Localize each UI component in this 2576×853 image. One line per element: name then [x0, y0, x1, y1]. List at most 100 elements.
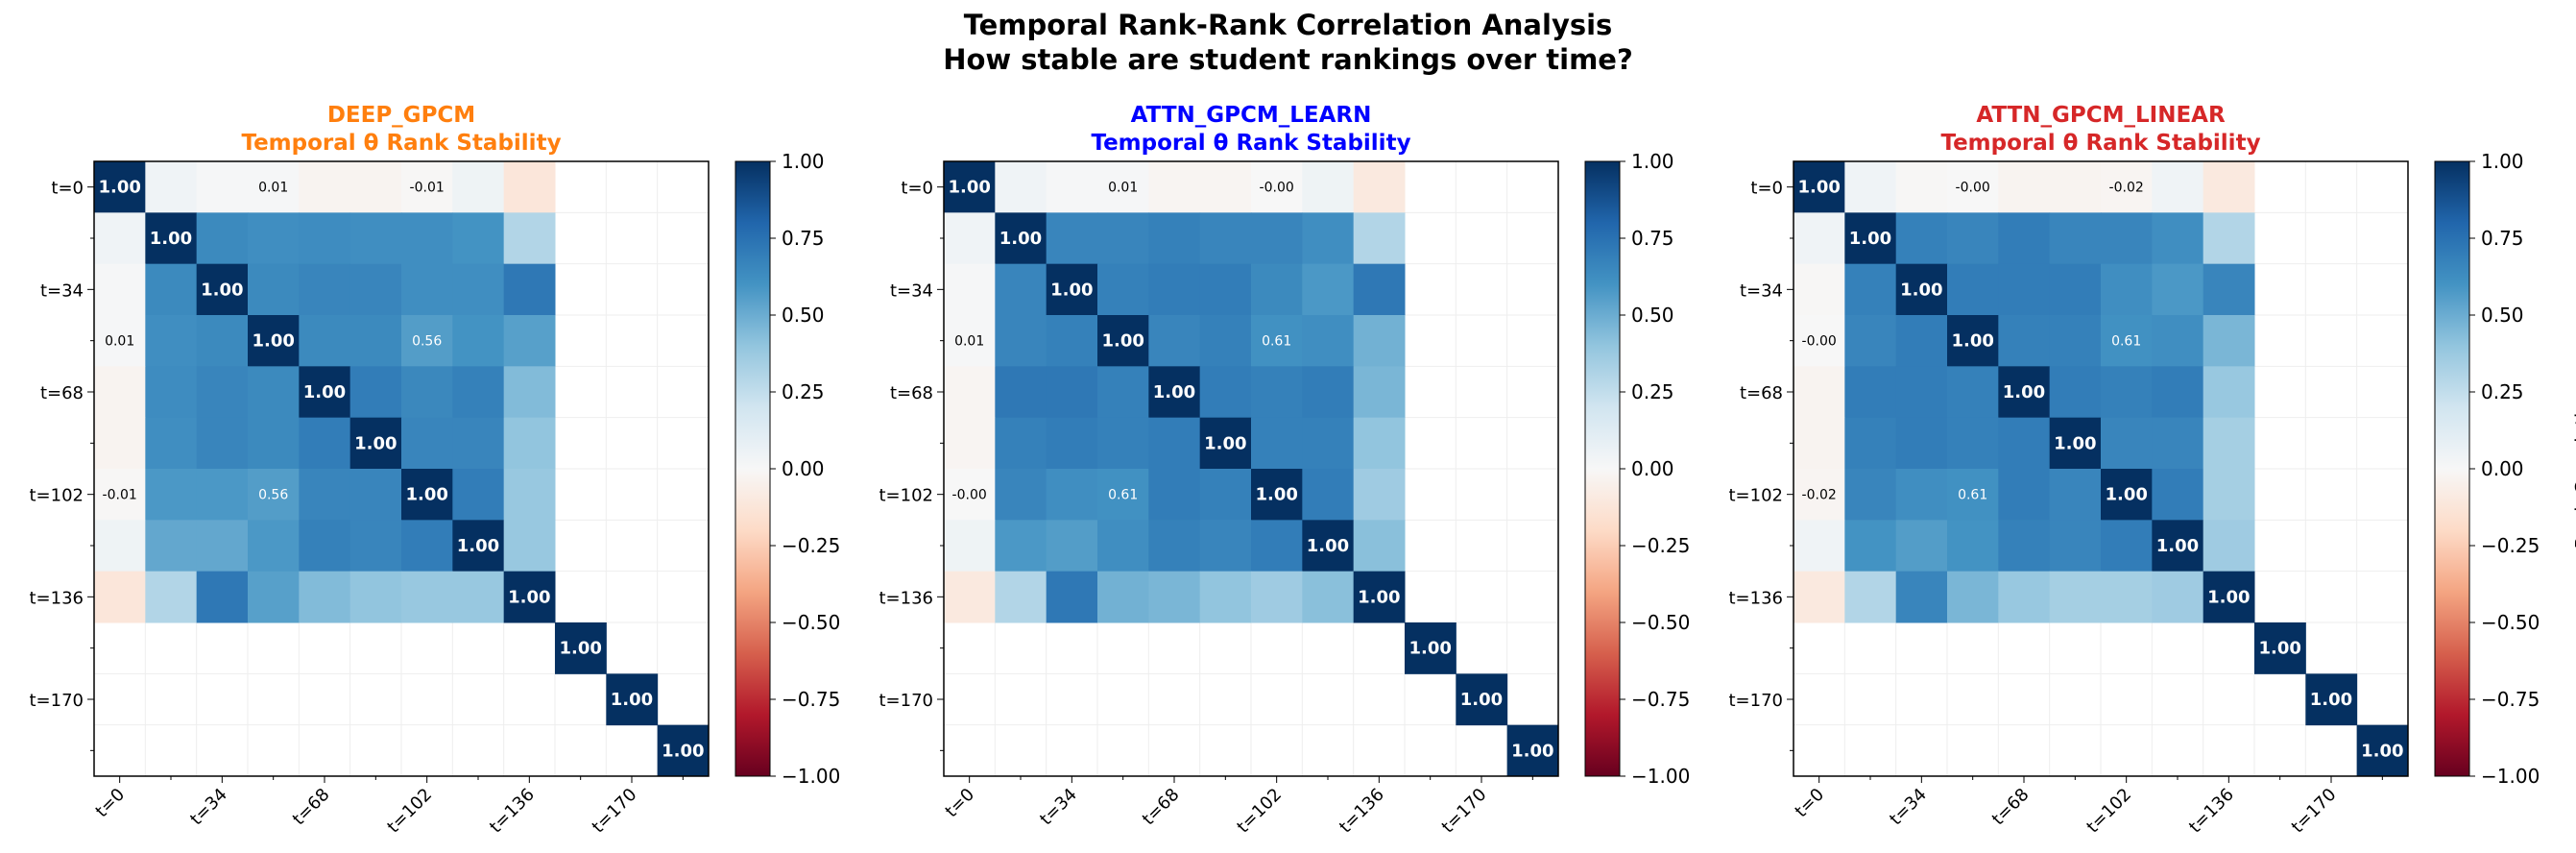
heatmap-cell — [94, 417, 146, 470]
heatmap-cell — [2254, 622, 2306, 674]
heatmap-cell — [2049, 212, 2102, 265]
heatmap-cell — [452, 212, 505, 265]
heatmap-cell — [94, 366, 146, 419]
heatmap-cell — [1199, 469, 1252, 521]
heatmap-cell — [1794, 263, 1845, 316]
heatmap-cell — [2305, 673, 2358, 726]
cell-value-label: 0.61 — [2111, 334, 2141, 350]
heatmap-cell — [1947, 263, 1999, 316]
heatmap-cell — [2152, 366, 2204, 419]
heatmap-cell — [1895, 571, 1948, 623]
colorbar-tick-label: 0.75 — [2481, 227, 2524, 250]
heatmap-cell — [2101, 417, 2153, 470]
colorbar-tick-label: 0.25 — [1631, 380, 1674, 403]
heatmap-cell — [299, 417, 351, 470]
cell-value-label: 1.00 — [2105, 485, 2147, 505]
cell-value-label: 0.01 — [258, 181, 288, 196]
heatmap-cell — [1199, 571, 1252, 623]
colorbar-tick-label: 0.00 — [2481, 457, 2524, 480]
colorbar-tick-label: 0.50 — [1631, 304, 1674, 327]
colorbar-tick-label: −0.50 — [2481, 611, 2540, 634]
cell-value-label: 1.00 — [1050, 280, 1093, 300]
colorbar-tick-label: 0.75 — [1631, 227, 1674, 250]
heatmap-cell — [944, 212, 996, 265]
panel-subtitle: Temporal θ Rank Stability — [1940, 131, 2260, 156]
cell-value-label: -0.00 — [1802, 334, 1837, 350]
cell-value-label: 1.00 — [999, 229, 1042, 249]
heatmap-cell — [1046, 417, 1098, 470]
figure-title: Temporal Rank-Rank Correlation Analysis … — [0, 8, 2576, 77]
heatmap-cell — [503, 212, 556, 265]
heatmap-cell — [1456, 673, 1508, 726]
heatmap-cell — [145, 520, 198, 573]
heatmap-cell — [452, 469, 505, 521]
heatmap-cell — [248, 315, 300, 367]
heatmap-cell — [452, 366, 505, 419]
heatmap-cell — [1844, 366, 1897, 419]
heatmap-cell — [1148, 417, 1201, 470]
cell-value-label: 1.00 — [2361, 741, 2403, 761]
x-tick-label: t=34 — [186, 785, 231, 830]
heatmap-cell — [1947, 212, 1999, 265]
heatmap-cell — [248, 417, 300, 470]
heatmap-cell — [1353, 417, 1406, 470]
heatmap-cell — [452, 571, 505, 623]
heatmap-cell — [1097, 212, 1149, 265]
heatmap-cell — [1097, 571, 1149, 623]
colorbar-tick-label: −0.75 — [1631, 688, 1690, 711]
y-tick-label: t=170 — [30, 691, 84, 711]
colorbar-tick-label: −1.00 — [1631, 765, 1690, 788]
cell-value-label: 1.00 — [354, 433, 397, 453]
heatmap-cell — [1097, 263, 1149, 316]
heatmap-cell — [1251, 571, 1303, 623]
cell-value-label: -0.00 — [1260, 181, 1294, 196]
x-tick-label: t=34 — [1886, 785, 1931, 830]
heatmap-cell — [401, 315, 453, 367]
heatmap-cell — [1794, 417, 1845, 470]
heatmap-cell — [349, 366, 402, 419]
heatmap-cell — [1199, 161, 1252, 213]
heatmap-cell — [2049, 366, 2102, 419]
cell-value-label: 0.01 — [1108, 181, 1138, 196]
heatmap-cell — [2049, 571, 2102, 623]
cell-value-label: 1.00 — [662, 741, 704, 761]
heatmap-cell — [1794, 366, 1845, 419]
panel-subtitle: Temporal θ Rank Stability — [1091, 131, 1410, 156]
plot-frame — [93, 160, 710, 777]
cell-value-label: 0.01 — [105, 334, 134, 350]
heatmap-cell — [1302, 212, 1355, 265]
heatmap-cell — [401, 520, 453, 573]
heatmap-cell — [1251, 315, 1303, 367]
heatmap-cell — [944, 571, 996, 623]
heatmap-cell — [349, 571, 402, 623]
heatmap-cell — [1199, 520, 1252, 573]
colorbar-tick-label: 1.00 — [1631, 150, 1674, 173]
heatmap-cell — [944, 315, 996, 367]
heatmap-cell — [1097, 469, 1149, 521]
cell-value-label: 1.00 — [611, 690, 653, 710]
heatmap-cell — [1998, 212, 2051, 265]
heatmap-cell — [1895, 520, 1948, 573]
heatmap-cell — [145, 366, 198, 419]
colorbar-tick-label: −1.00 — [2481, 765, 2540, 788]
heatmap-cell — [995, 315, 1047, 367]
colorbar-tick-label: 1.00 — [2481, 150, 2524, 173]
heatmap-cell — [1148, 571, 1201, 623]
cell-value-label: 1.00 — [1153, 382, 1195, 402]
colorbar-tick-label: 0.00 — [1631, 457, 1674, 480]
heatmap-cell — [2203, 520, 2255, 573]
heatmap-cell — [1302, 469, 1355, 521]
cell-value-label: 1.00 — [1408, 639, 1451, 659]
cell-value-label: 0.61 — [1108, 488, 1138, 503]
heatmap-cell — [1302, 263, 1355, 316]
y-tick-label: t=0 — [1750, 179, 1783, 199]
y-tick-label: t=170 — [1729, 691, 1784, 711]
heatmap-cell — [503, 571, 556, 623]
figure-title-line1: Temporal Rank-Rank Correlation Analysis — [963, 9, 1613, 41]
cell-value-label: 1.00 — [1900, 280, 1942, 300]
heatmap-cell — [657, 724, 710, 777]
plot-frame — [943, 160, 1559, 777]
heatmap-cell — [1046, 263, 1098, 316]
heatmap-cell — [2101, 571, 2153, 623]
cell-value-label: -0.02 — [2109, 181, 2144, 196]
